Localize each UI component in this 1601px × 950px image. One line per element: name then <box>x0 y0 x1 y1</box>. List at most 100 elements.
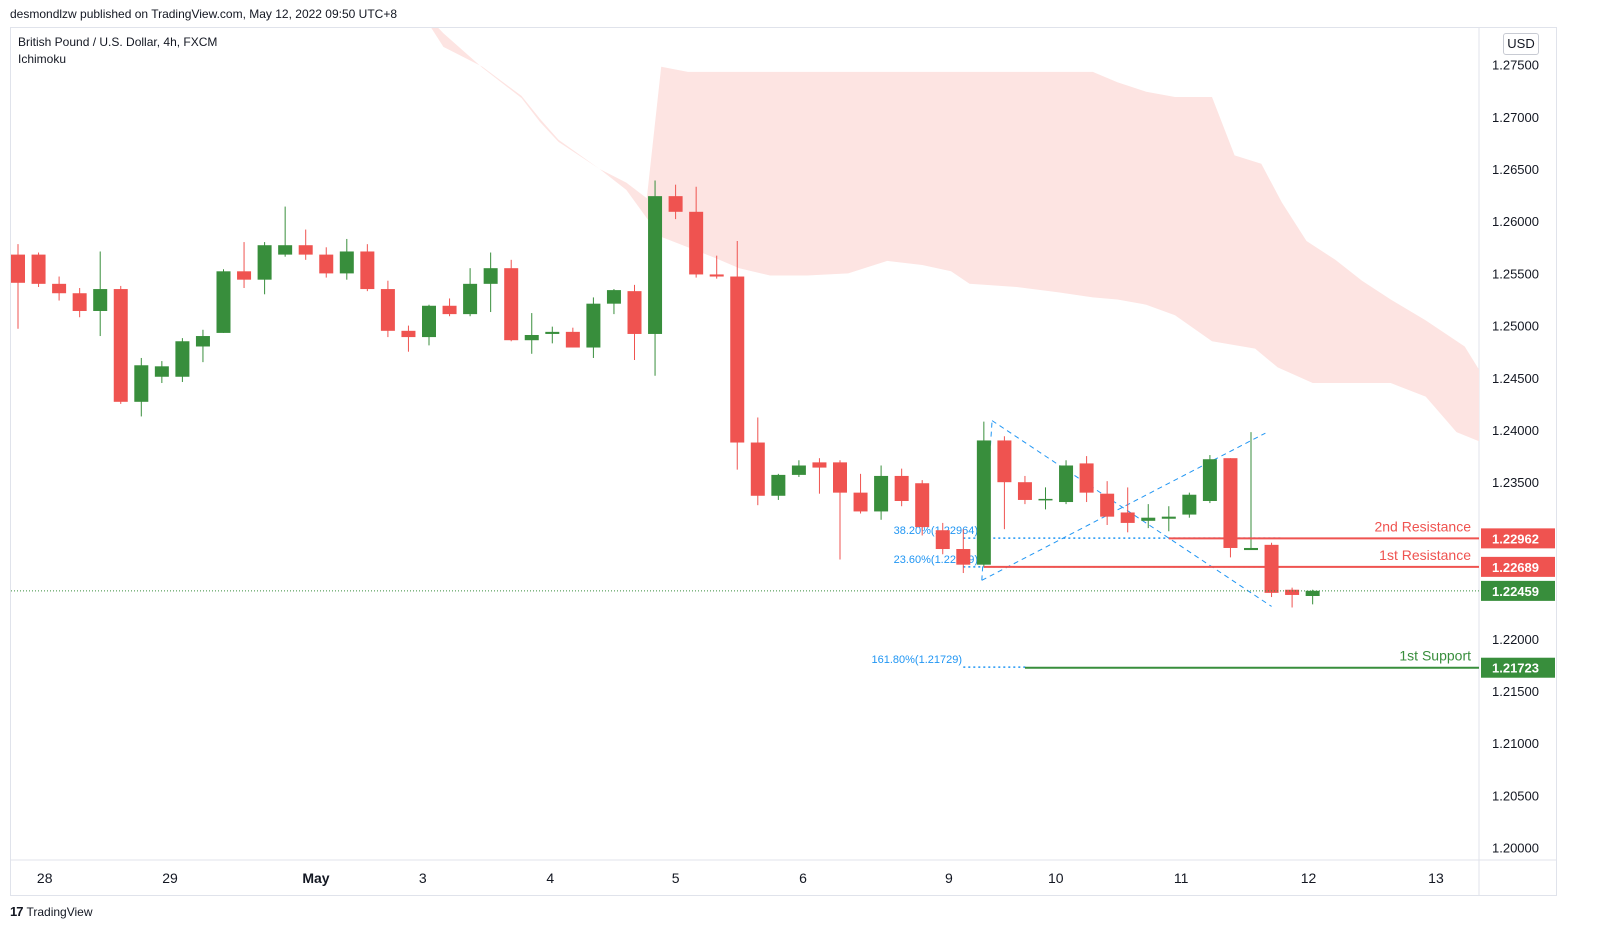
candle[interactable] <box>1305 589 1320 605</box>
candle-body <box>874 475 889 512</box>
tradingview-footer[interactable]: 17 TradingView <box>10 904 93 919</box>
candle[interactable] <box>1223 458 1238 558</box>
candles-group[interactable] <box>11 180 1320 608</box>
candle[interactable] <box>319 247 334 278</box>
candle[interactable] <box>113 285 128 404</box>
candle[interactable] <box>31 252 46 287</box>
candle-body <box>1264 544 1279 593</box>
candle[interactable] <box>833 460 847 560</box>
candle-body <box>627 291 642 334</box>
candle[interactable] <box>1182 492 1197 518</box>
candle[interactable] <box>504 259 519 342</box>
candle[interactable] <box>1244 432 1258 551</box>
candle[interactable] <box>976 421 991 567</box>
candle[interactable] <box>1059 460 1074 505</box>
candle[interactable] <box>1202 455 1217 504</box>
candle-body <box>730 276 745 443</box>
candle[interactable] <box>935 522 950 555</box>
candle[interactable] <box>380 280 395 338</box>
candle[interactable] <box>1161 506 1176 532</box>
y-axis[interactable]: 1.27500 1.27000 1.26500 1.26000 1.25500 1.250… <box>1492 58 1539 856</box>
candle[interactable] <box>278 206 293 257</box>
candle[interactable] <box>134 357 149 417</box>
candle[interactable] <box>874 465 889 520</box>
candle[interactable] <box>1017 475 1032 505</box>
level-label[interactable]: 1st Support <box>1399 648 1471 664</box>
candle-body <box>689 211 704 275</box>
y-axis-tick-label: 1.24500 <box>1492 371 1539 386</box>
candle[interactable] <box>812 458 827 494</box>
level-label[interactable]: 2nd Resistance <box>1374 518 1471 534</box>
candle[interactable] <box>1120 487 1135 533</box>
candle[interactable] <box>339 238 354 280</box>
candle[interactable] <box>586 297 601 358</box>
candle[interactable] <box>730 241 745 470</box>
level-label[interactable]: 1st Resistance <box>1379 547 1471 563</box>
indicator-label[interactable]: Ichimoku <box>18 52 67 66</box>
candle[interactable] <box>216 269 231 333</box>
candle[interactable] <box>401 325 416 352</box>
candle[interactable] <box>257 242 272 295</box>
candle-body <box>154 366 169 377</box>
candle[interactable] <box>627 284 642 361</box>
candle[interactable] <box>195 329 210 363</box>
currency-badge[interactable]: USD <box>1503 33 1539 55</box>
candle[interactable] <box>11 244 25 329</box>
x-axis-tick-label: 12 <box>1301 870 1317 886</box>
candle[interactable] <box>442 298 457 317</box>
candle-body <box>1244 547 1258 551</box>
candle[interactable] <box>298 229 313 260</box>
price-tag-label: 1.22689 <box>1492 560 1539 575</box>
candle[interactable] <box>565 327 580 348</box>
candle[interactable] <box>1141 504 1156 529</box>
candle[interactable] <box>791 460 806 477</box>
candle[interactable] <box>956 529 971 574</box>
candle[interactable] <box>689 186 704 278</box>
tradingview-logo-icon: 17 <box>10 904 24 919</box>
candle[interactable] <box>154 361 169 384</box>
ichimoku-cloud-group <box>431 28 1479 442</box>
candle-body <box>791 465 806 475</box>
x-axis-tick-label: 28 <box>37 870 53 886</box>
candle[interactable] <box>709 255 724 279</box>
candle[interactable] <box>894 468 909 507</box>
ichimoku-cloud <box>431 28 1479 442</box>
candle[interactable] <box>648 180 663 376</box>
candle[interactable] <box>545 326 560 344</box>
candle[interactable] <box>606 289 621 315</box>
candle[interactable] <box>72 288 87 318</box>
candle[interactable] <box>175 338 190 382</box>
candle[interactable] <box>853 473 868 514</box>
candle[interactable] <box>360 244 375 292</box>
candle[interactable] <box>422 304 436 346</box>
candle[interactable] <box>52 276 67 301</box>
price-tag-label: 1.21723 <box>1492 661 1539 676</box>
candle[interactable] <box>1100 481 1115 526</box>
candle[interactable] <box>997 436 1012 530</box>
candle[interactable] <box>1038 487 1053 510</box>
candle-body <box>668 196 683 212</box>
candle[interactable] <box>1079 456 1094 503</box>
price-tag <box>1481 556 1555 577</box>
candle-body <box>1223 458 1238 548</box>
chart-frame[interactable] <box>10 27 1557 896</box>
candle[interactable] <box>750 417 765 506</box>
candle-body <box>72 293 87 311</box>
candle[interactable] <box>668 184 683 220</box>
candle[interactable] <box>1264 542 1279 598</box>
x-axis-separator-group <box>11 28 1556 895</box>
candle[interactable] <box>483 252 498 313</box>
candle[interactable] <box>237 242 252 289</box>
candle[interactable] <box>524 313 539 354</box>
candle[interactable] <box>771 473 786 500</box>
symbol-line[interactable]: British Pound / U.S. Dollar, 4h, FXCM <box>18 35 218 49</box>
candle[interactable] <box>915 480 930 536</box>
candle-body <box>812 462 827 468</box>
candle-body <box>565 331 580 348</box>
x-axis[interactable]: 28 29 May 3 4 5 6 9 10 11 12 13 <box>37 870 1444 886</box>
y-axis-tick-label: 1.26000 <box>1492 214 1539 229</box>
levels-group[interactable]: 2nd Resistance 1st Resistance 1st Support <box>11 518 1479 669</box>
candle[interactable] <box>463 268 478 317</box>
candle[interactable] <box>93 251 108 337</box>
